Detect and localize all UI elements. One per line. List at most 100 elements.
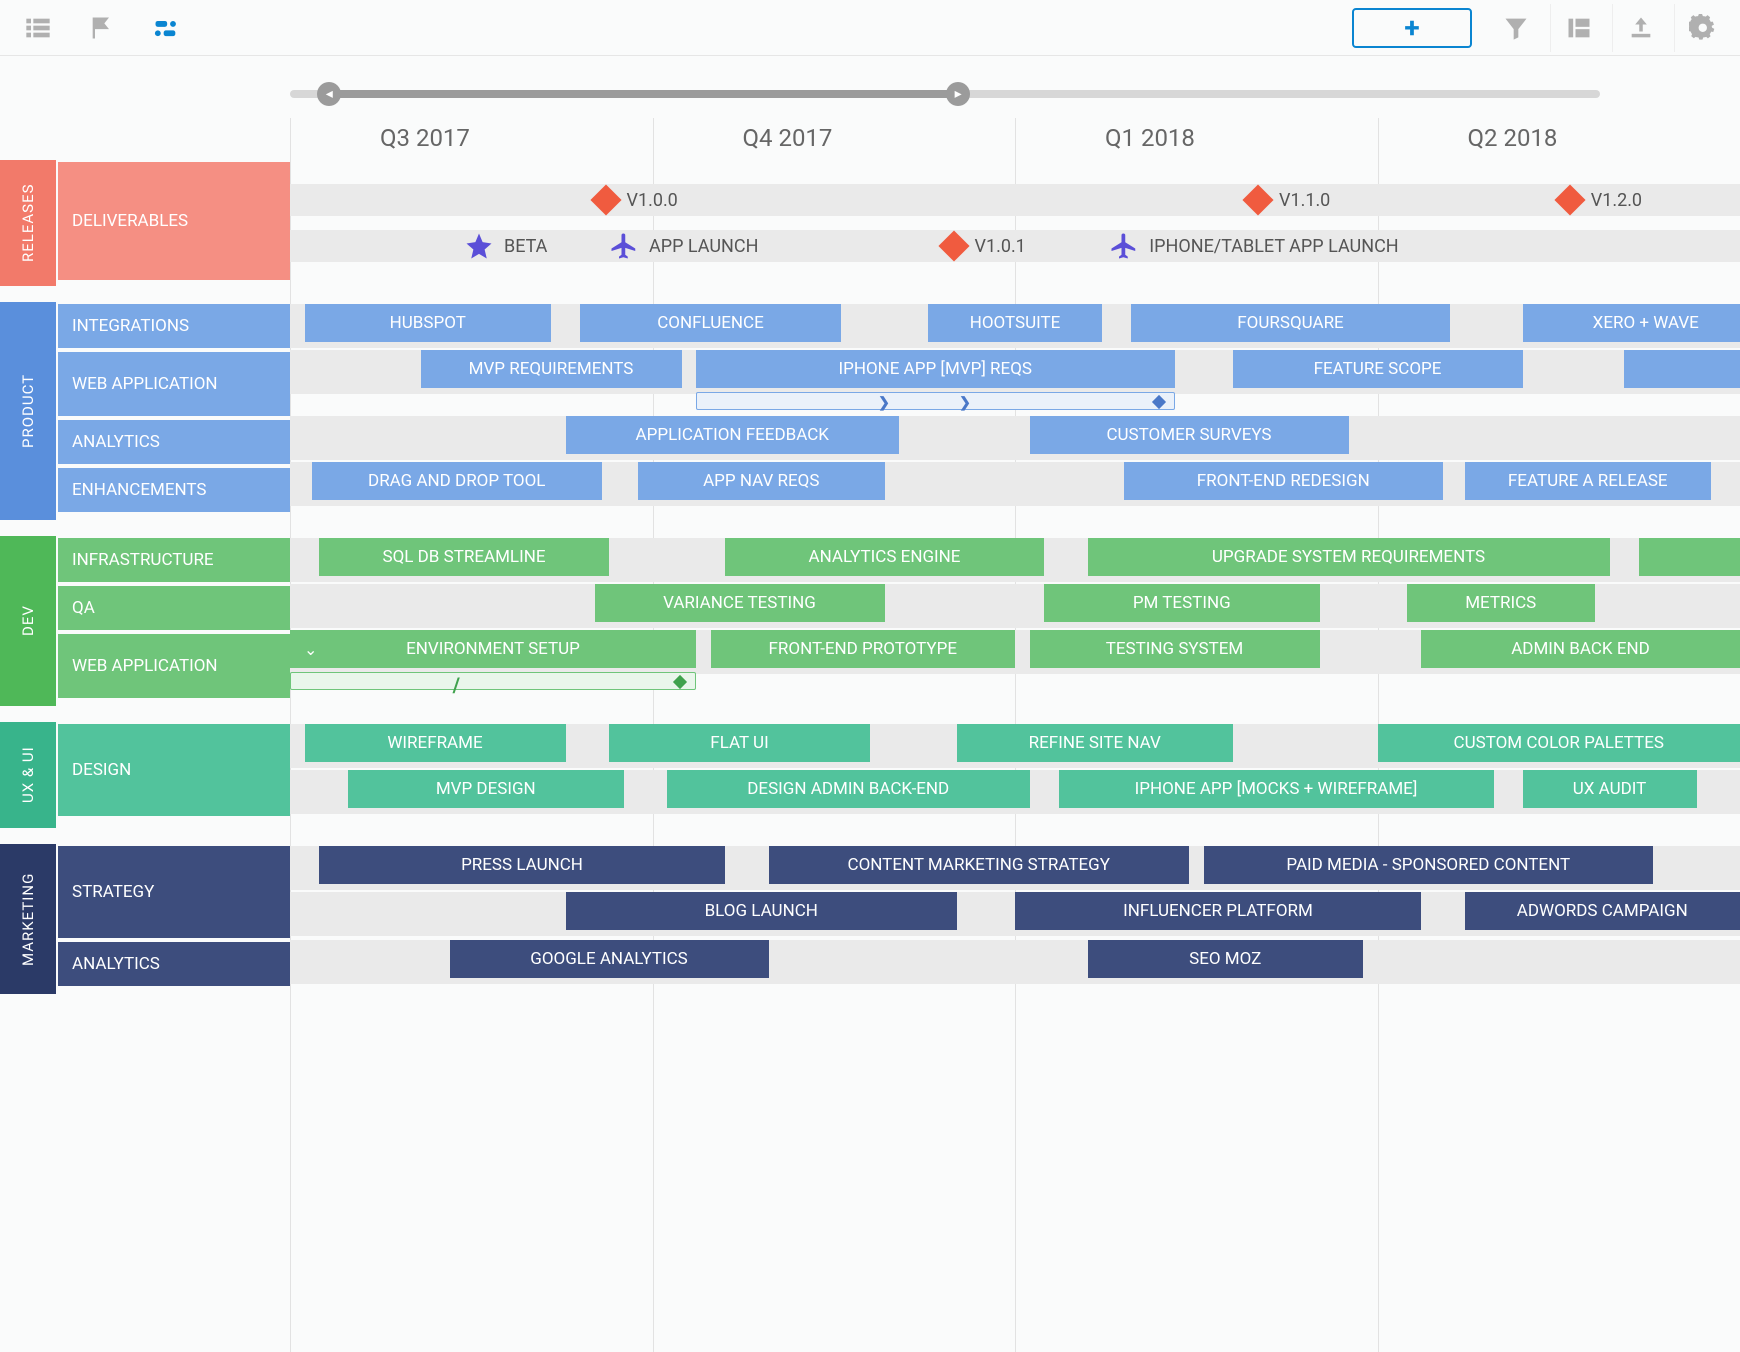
group-label-releases[interactable]: RELEASES [0, 160, 56, 286]
task-bar[interactable] [1639, 538, 1740, 576]
category-label-design[interactable]: DESIGN [58, 724, 290, 816]
filter-button[interactable] [1488, 4, 1544, 52]
milestone[interactable]: V1.0.0 [595, 178, 678, 222]
settings-button[interactable] [1674, 4, 1730, 52]
columns-icon [1565, 14, 1593, 42]
task-bar[interactable]: DESIGN ADMIN BACK-END [667, 770, 1030, 808]
group-label-dev[interactable]: DEV [0, 536, 56, 706]
toolbar: + [0, 0, 1740, 56]
plus-icon: + [1404, 11, 1419, 44]
flag-view-button[interactable] [74, 6, 130, 50]
flag-icon [88, 14, 116, 42]
milestone-label: BETA [504, 236, 547, 257]
layout-button[interactable] [1550, 4, 1606, 52]
task-bar[interactable]: FRONT-END PROTOTYPE [711, 630, 1016, 668]
timeline-slider[interactable]: ◂ ▸ [290, 72, 1600, 112]
group-labels-column: RELEASES PRODUCT DEV UX & UI MARKETING [0, 160, 56, 1012]
category-label-analytics_p[interactable]: ANALYTICS [58, 420, 290, 464]
milestone[interactable]: APP LAUNCH [609, 224, 758, 268]
task-bar[interactable]: VARIANCE TESTING [595, 584, 885, 622]
milestone[interactable]: V1.2.0 [1559, 178, 1642, 222]
task-bar[interactable]: FEATURE SCOPE [1233, 350, 1523, 388]
timeline-icon [152, 14, 180, 42]
task-bar[interactable]: PAID MEDIA - SPONSORED CONTENT [1204, 846, 1654, 884]
task-bar[interactable]: ⌄ENVIRONMENT SETUP [290, 630, 696, 668]
timeline-view-button[interactable] [138, 6, 194, 50]
category-label-analytics_m[interactable]: ANALYTICS [58, 942, 290, 986]
category-label-webapp_d[interactable]: WEB APPLICATION [58, 634, 290, 698]
sidebar: RELEASES PRODUCT DEV UX & UI MARKETING DELIV… [0, 160, 290, 1012]
task-bar[interactable]: APPLICATION FEEDBACK [566, 416, 900, 454]
task-bar[interactable]: XERO + WAVE [1523, 304, 1740, 342]
task-bar[interactable]: ADMIN BACK END [1421, 630, 1740, 668]
category-label-strategy[interactable]: STRATEGY [58, 846, 290, 938]
gear-icon [1689, 14, 1717, 42]
task-bar[interactable]: TESTING SYSTEM [1030, 630, 1320, 668]
task-bar[interactable]: BLOG LAUNCH [566, 892, 958, 930]
list-view-button[interactable] [10, 6, 66, 50]
task-bar[interactable]: APP NAV REQS [638, 462, 885, 500]
category-label-enhance[interactable]: ENHANCEMENTS [58, 468, 290, 512]
task-bar[interactable]: FOURSQUARE [1131, 304, 1450, 342]
category-label-qa[interactable]: QA [58, 586, 290, 630]
task-bar[interactable]: IPHONE APP [MVP] REQS [696, 350, 1175, 388]
task-bar[interactable]: REFINE SITE NAV [957, 724, 1233, 762]
task-bar[interactable]: FEATURE A RELEASE [1465, 462, 1712, 500]
task-bar[interactable]: WIREFRAME [305, 724, 566, 762]
task-bar[interactable] [1624, 350, 1740, 388]
task-bar[interactable]: MVP REQUIREMENTS [421, 350, 682, 388]
milestone[interactable]: IPHONE/TABLET APP LAUNCH [1109, 224, 1398, 268]
slider-handle-end[interactable]: ▸ [946, 82, 970, 106]
task-bar[interactable]: FRONT-END REDESIGN [1124, 462, 1443, 500]
milestone[interactable]: V1.1.0 [1247, 178, 1330, 222]
task-bar[interactable]: PRESS LAUNCH [319, 846, 725, 884]
category-label-integrations[interactable]: INTEGRATIONS [58, 304, 290, 348]
task-bar[interactable]: HUBSPOT [305, 304, 552, 342]
task-bar[interactable]: MVP DESIGN [348, 770, 624, 808]
task-bar[interactable]: GOOGLE ANALYTICS [450, 940, 769, 978]
task-bar[interactable]: CONFLUENCE [580, 304, 841, 342]
quarter-label: Q3 2017 [290, 124, 653, 152]
task-bar[interactable]: CONTENT MARKETING STRATEGY [769, 846, 1190, 884]
milestone[interactable]: BETA [464, 224, 547, 268]
milestone-label: V1.0.1 [975, 236, 1026, 257]
slider-range [329, 90, 958, 98]
add-button[interactable]: + [1352, 8, 1472, 48]
export-button[interactable] [1612, 4, 1668, 52]
task-bar[interactable]: HOOTSUITE [928, 304, 1102, 342]
milestone-label: V1.2.0 [1591, 190, 1642, 211]
task-progress[interactable]: ❯❯ [696, 392, 1175, 410]
category-label-deliverables[interactable]: DELIVERABLES [58, 162, 290, 280]
task-bar[interactable]: PM TESTING [1044, 584, 1320, 622]
task-bar[interactable]: ADWORDS CAMPAIGN [1465, 892, 1740, 930]
milestone-label: V1.1.0 [1279, 190, 1330, 211]
task-progress[interactable]: / [290, 672, 696, 690]
task-bar[interactable]: SQL DB STREAMLINE [319, 538, 609, 576]
task-bar[interactable]: CUSTOMER SURVEYS [1030, 416, 1349, 454]
timeline-chart: V1.0.0 V1.1.0 V1.2.0 BETA APP LAUNCH V1.0.1 IP… [290, 160, 1740, 1012]
quarter-label: Q1 2018 [1015, 124, 1378, 152]
task-bar[interactable]: UX AUDIT [1523, 770, 1697, 808]
task-bar[interactable]: DRAG AND DROP TOOL [312, 462, 602, 500]
task-bar[interactable]: SEO MOZ [1088, 940, 1364, 978]
task-bar[interactable]: IPHONE APP [MOCKS + WIREFRAME] [1059, 770, 1494, 808]
category-label-webapp[interactable]: WEB APPLICATION [58, 352, 290, 416]
task-bar[interactable]: UPGRADE SYSTEM REQUIREMENTS [1088, 538, 1610, 576]
chevron-down-icon: ⌄ [304, 640, 317, 659]
upload-icon [1627, 14, 1655, 42]
task-bar[interactable]: METRICS [1407, 584, 1596, 622]
group-label-ux[interactable]: UX & UI [0, 722, 56, 828]
milestone[interactable]: V1.0.1 [943, 224, 1026, 268]
category-label-infra[interactable]: INFRASTRUCTURE [58, 538, 290, 582]
category-labels-column: DELIVERABLESINTEGRATIONSWEB APPLICATIONA… [56, 160, 290, 1012]
list-icon [24, 14, 52, 42]
group-label-product[interactable]: PRODUCT [0, 302, 56, 520]
slider-handle-start[interactable]: ◂ [317, 82, 341, 106]
filter-icon [1502, 14, 1530, 42]
group-label-mkt[interactable]: MARKETING [0, 844, 56, 994]
task-bar[interactable]: INFLUENCER PLATFORM [1015, 892, 1421, 930]
milestone-label: V1.0.0 [627, 190, 678, 211]
task-bar[interactable]: FLAT UI [609, 724, 870, 762]
task-bar[interactable]: CUSTOM COLOR PALETTES [1378, 724, 1740, 762]
task-bar[interactable]: ANALYTICS ENGINE [725, 538, 1044, 576]
